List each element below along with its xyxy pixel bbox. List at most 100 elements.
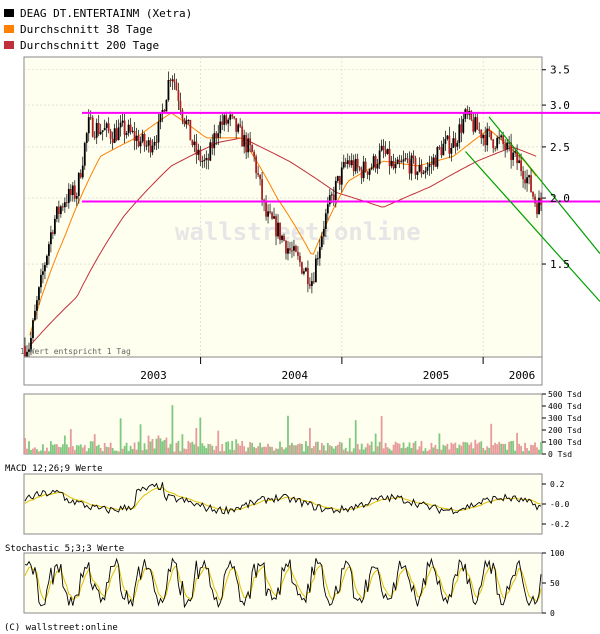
volume-bar <box>237 443 240 454</box>
macd-tick-label: -0.0 <box>550 500 569 509</box>
volume-bar <box>510 441 513 454</box>
candle-body <box>87 117 90 134</box>
volume-bar <box>259 442 261 454</box>
candle-body <box>163 110 166 112</box>
volume-bar <box>526 448 528 454</box>
volume-bar <box>157 435 160 454</box>
candle-body <box>227 119 230 124</box>
candle-body <box>171 79 174 81</box>
volume-bar <box>450 442 453 454</box>
volume-bar <box>362 449 365 454</box>
volume-bar <box>442 444 445 454</box>
volume-bar <box>494 442 497 454</box>
year-tick-label: 2003 <box>140 369 167 382</box>
volume-bar <box>127 451 130 454</box>
candle-body <box>404 158 407 160</box>
candle-body <box>528 175 530 178</box>
volume-bar <box>40 450 42 454</box>
candle-body <box>289 248 291 251</box>
candle-body <box>346 160 349 164</box>
candle-body <box>526 177 528 184</box>
candle-body <box>368 169 371 175</box>
candle-series <box>24 71 542 362</box>
candle-body <box>181 110 184 119</box>
candle-body <box>386 148 389 154</box>
macd-tick-label: -0.2 <box>550 520 569 529</box>
candle-body <box>428 163 431 168</box>
x-axis-band <box>23 356 543 386</box>
volume-bar <box>516 432 518 454</box>
stoch-tick-label: 50 <box>550 579 560 588</box>
volume-bar <box>466 442 469 454</box>
macd-y-axis: 0.2 -0.0 -0.2 <box>542 480 569 529</box>
candle-body <box>338 176 341 185</box>
volume-bar <box>460 445 463 454</box>
candle-body <box>328 195 331 205</box>
volume-tick-label: 500 Tsd <box>548 390 582 399</box>
candle-body <box>151 145 154 153</box>
candle-body <box>34 310 36 321</box>
volume-bar <box>149 441 152 454</box>
candle-body <box>307 268 309 285</box>
volume-bar <box>444 445 447 454</box>
volume-bar <box>65 444 68 454</box>
volume-bar <box>139 424 142 454</box>
candle-body <box>508 142 511 144</box>
candle-body <box>219 121 222 134</box>
volume-bar <box>462 441 465 454</box>
volume-bar <box>328 445 331 454</box>
price-panel: wallstreet:online 1 Wert entspricht 1 Ta… <box>20 56 600 362</box>
year-tick-label: 2006 <box>509 369 536 382</box>
volume-bar <box>249 442 252 454</box>
candle-body <box>356 158 359 168</box>
volume-bar <box>412 442 415 454</box>
volume-bar <box>518 443 520 454</box>
candle-body <box>187 119 190 121</box>
volume-bar <box>245 451 248 454</box>
candle-body <box>147 140 150 146</box>
stoch-title: Stochastic 5;3;3 Werte <box>5 544 124 554</box>
volume-bar <box>430 442 433 454</box>
candle-body <box>308 284 311 286</box>
candle-body <box>322 228 325 237</box>
volume-bar <box>310 448 313 454</box>
candle-body <box>482 134 485 139</box>
volume-bar <box>488 447 491 454</box>
volume-bar <box>386 447 389 454</box>
candle-body <box>59 206 62 214</box>
candle-body <box>209 142 212 161</box>
candle-body <box>316 258 319 260</box>
volume-bar <box>123 446 126 454</box>
volume-bar <box>482 447 485 454</box>
candle-body <box>57 206 60 214</box>
candle-body <box>157 122 160 143</box>
candle-body <box>193 141 196 146</box>
channel-lower-line <box>465 151 600 302</box>
volume-bar <box>46 447 48 454</box>
candle-body <box>430 163 433 165</box>
candle-body <box>402 159 405 162</box>
volume-bar <box>424 448 427 454</box>
candle-body <box>432 157 435 165</box>
volume-bar <box>360 443 363 454</box>
volume-bar <box>432 447 435 454</box>
candle-body <box>522 171 524 180</box>
volume-bar <box>243 446 246 454</box>
candle-body <box>502 135 505 145</box>
volume-bar <box>239 445 242 454</box>
candle-body <box>344 162 347 164</box>
candle-body <box>462 118 465 133</box>
volume-panel: 500 Tsd 400 Tsd 300 Tsd 200 Tsd 100 Tsd 0 Tsd <box>23 390 582 459</box>
volume-bar <box>251 442 254 454</box>
candle-body <box>233 116 236 119</box>
volume-bar <box>121 448 124 454</box>
volume-bar <box>372 451 375 454</box>
candle-body <box>42 271 44 275</box>
price-y-axis: 1.5 2.0 2.5 3.0 3.5 <box>542 64 570 271</box>
volume-bar <box>99 447 102 454</box>
volume-bar <box>69 429 72 454</box>
volume-bar <box>332 448 335 454</box>
candle-body <box>189 119 192 141</box>
candle-body <box>38 287 40 301</box>
price-gridlines <box>24 57 542 357</box>
